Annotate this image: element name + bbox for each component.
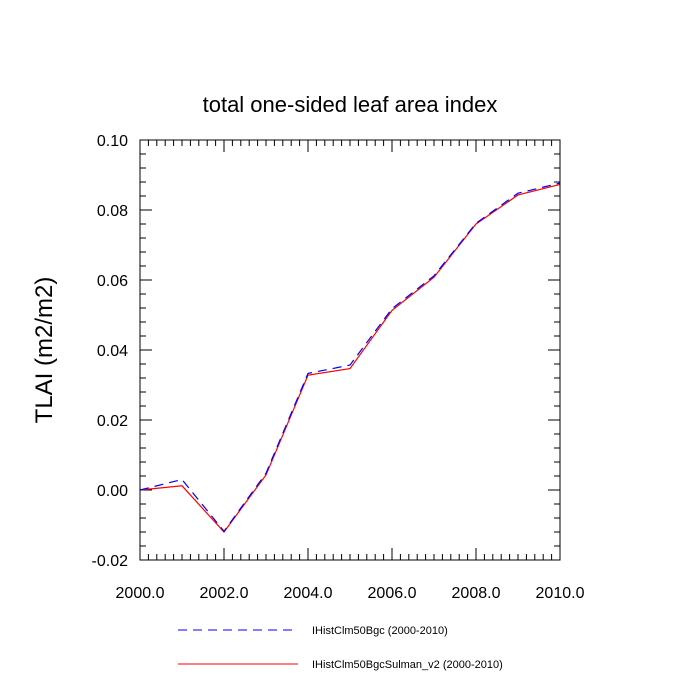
chart-title: total one-sided leaf area index (203, 92, 498, 117)
series-line-2 (139, 183, 561, 533)
legend: IHistClm50Bgc (2000-2010) IHistClm50BgcSu… (178, 625, 503, 671)
series-layer (139, 182, 561, 533)
x-tick-label: 2010.0 (536, 585, 585, 602)
legend-label-2: IHistClm50BgcSulman_v2 (2000-2010) (312, 659, 503, 671)
x-tick-label: 2004.0 (284, 585, 333, 602)
series-line-1 (139, 182, 561, 533)
legend-label-1: IHistClm50Bgc (2000-2010) (312, 625, 448, 637)
x-tick-label: 2002.0 (200, 585, 249, 602)
x-tick-label: 2008.0 (452, 585, 501, 602)
y-tick-label: 0.04 (97, 343, 128, 360)
plot-frame (139, 139, 561, 561)
y-tick-label: 0.00 (97, 483, 128, 500)
y-axis-label: TLAI (m2/m2) (31, 277, 58, 424)
y-tick-label: 0.02 (97, 413, 128, 430)
y-tick-label: 0.10 (97, 133, 128, 150)
y-tick-label: 0.06 (97, 273, 128, 290)
y-tick-label: 0.08 (97, 203, 128, 220)
axis-ticks: 2000.0 2002.0 2004.0 2006.0 2008.0 2010.0 -0.0… (92, 133, 585, 602)
x-tick-label: 2000.0 (116, 585, 165, 602)
x-tick-label: 2006.0 (368, 585, 417, 602)
y-tick-label: -0.02 (92, 553, 129, 570)
